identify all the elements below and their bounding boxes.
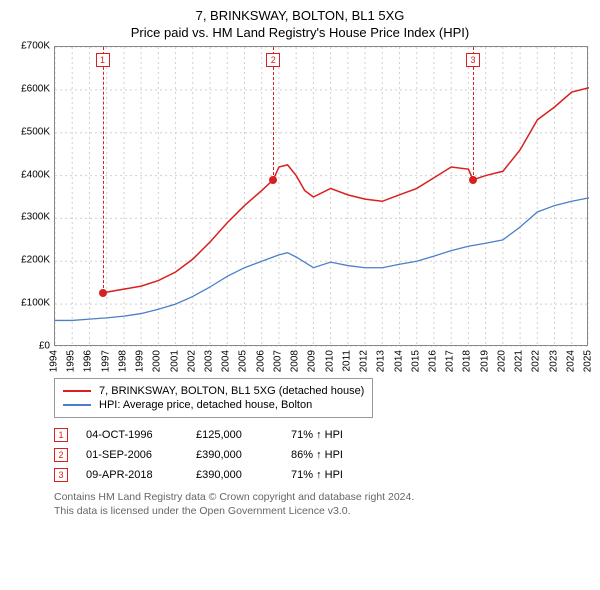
title-line-1: 7, BRINKSWAY, BOLTON, BL1 5XG	[12, 8, 588, 23]
x-tick-label: 2011	[341, 350, 352, 372]
event-row: 3 09-APR-2018£390,00071% ↑ HPI	[54, 468, 588, 482]
x-axis: 1994199519961997199819992000200120022003…	[54, 348, 588, 376]
y-tick-label: £700K	[21, 41, 50, 52]
events-table: 104-OCT-1996£125,00071% ↑ HPI201-SEP-200…	[54, 428, 588, 482]
legend-label: HPI: Average price, detached house, Bolt…	[99, 399, 312, 411]
x-tick-label: 1997	[100, 350, 111, 372]
event-number-box: 2	[54, 448, 68, 462]
x-tick-label: 2000	[152, 350, 163, 372]
event-marker-dot	[269, 176, 277, 184]
x-tick-label: 2022	[531, 350, 542, 372]
y-tick-label: £100K	[21, 298, 50, 309]
x-tick-label: 2020	[496, 350, 507, 372]
x-tick-label: 2021	[514, 350, 525, 372]
title-line-2: Price paid vs. HM Land Registry's House …	[12, 25, 588, 40]
event-row: 2 01-SEP-2006£390,00086% ↑ HPI	[54, 448, 588, 462]
x-tick-label: 1996	[83, 350, 94, 372]
legend-label: 7, BRINKSWAY, BOLTON, BL1 5XG (detached …	[99, 385, 364, 397]
x-tick-label: 2009	[307, 350, 318, 372]
x-tick-label: 1999	[135, 350, 146, 372]
x-tick-label: 2001	[169, 350, 180, 372]
x-tick-label: 2010	[324, 350, 335, 372]
x-tick-label: 2004	[221, 350, 232, 372]
series-hpi	[55, 198, 589, 321]
x-tick-label: 2003	[204, 350, 215, 372]
legend-row: 7, BRINKSWAY, BOLTON, BL1 5XG (detached …	[63, 385, 364, 397]
event-pct: 71% ↑ HPI	[291, 429, 343, 441]
event-price: £390,000	[196, 469, 291, 481]
event-date: 09-APR-2018	[86, 469, 196, 481]
x-tick-label: 2023	[548, 350, 559, 372]
event-price: £390,000	[196, 449, 291, 461]
y-tick-label: £400K	[21, 169, 50, 180]
event-date: 01-SEP-2006	[86, 449, 196, 461]
x-tick-label: 2014	[393, 350, 404, 372]
y-tick-label: £500K	[21, 126, 50, 137]
y-tick-label: £200K	[21, 255, 50, 266]
event-pct: 86% ↑ HPI	[291, 449, 343, 461]
disclaimer-line-2: This data is licensed under the Open Gov…	[54, 504, 574, 518]
x-tick-label: 2024	[565, 350, 576, 372]
event-pct: 71% ↑ HPI	[291, 469, 343, 481]
x-tick-label: 2013	[376, 350, 387, 372]
event-number-box: 1	[54, 428, 68, 442]
x-tick-label: 2008	[290, 350, 301, 372]
event-marker-dot	[469, 176, 477, 184]
legend-swatch	[63, 404, 91, 406]
event-date: 04-OCT-1996	[86, 429, 196, 441]
legend-row: HPI: Average price, detached house, Bolt…	[63, 399, 364, 411]
y-tick-label: £600K	[21, 83, 50, 94]
plot-svg	[55, 47, 589, 347]
x-tick-label: 2019	[479, 350, 490, 372]
y-tick-label: £300K	[21, 212, 50, 223]
legend-swatch	[63, 390, 91, 392]
x-tick-label: 2012	[359, 350, 370, 372]
x-tick-label: 2016	[427, 350, 438, 372]
x-tick-label: 1994	[49, 350, 60, 372]
x-tick-label: 2006	[255, 350, 266, 372]
event-marker-box: 1	[96, 53, 110, 67]
event-number-box: 3	[54, 468, 68, 482]
figure-container: 7, BRINKSWAY, BOLTON, BL1 5XG Price paid…	[0, 0, 600, 526]
plot-region: 1 2 3	[54, 46, 588, 346]
chart-area: £0£100K£200K£300K£400K£500K£600K£700K 12…	[12, 46, 588, 376]
x-tick-label: 2018	[462, 350, 473, 372]
event-marker-dot	[99, 289, 107, 297]
event-row: 1 04-OCT-1996£125,00071% ↑ HPI	[54, 428, 588, 442]
x-tick-label: 2007	[272, 350, 283, 372]
title-block: 7, BRINKSWAY, BOLTON, BL1 5XG Price paid…	[12, 8, 588, 40]
event-marker-box: 2	[266, 53, 280, 67]
event-price: £125,000	[196, 429, 291, 441]
legend-box: 7, BRINKSWAY, BOLTON, BL1 5XG (detached …	[54, 378, 373, 418]
event-marker-box: 3	[466, 53, 480, 67]
disclaimer-line-1: Contains HM Land Registry data © Crown c…	[54, 490, 574, 504]
x-tick-label: 2005	[238, 350, 249, 372]
x-tick-label: 2025	[583, 350, 594, 372]
x-tick-label: 1998	[117, 350, 128, 372]
x-tick-label: 1995	[66, 350, 77, 372]
disclaimer: Contains HM Land Registry data © Crown c…	[54, 490, 574, 518]
event-marker-line	[103, 47, 104, 293]
x-tick-label: 2002	[186, 350, 197, 372]
y-axis: £0£100K£200K£300K£400K£500K£600K£700K	[12, 46, 54, 346]
x-tick-label: 2015	[410, 350, 421, 372]
x-tick-label: 2017	[445, 350, 456, 372]
